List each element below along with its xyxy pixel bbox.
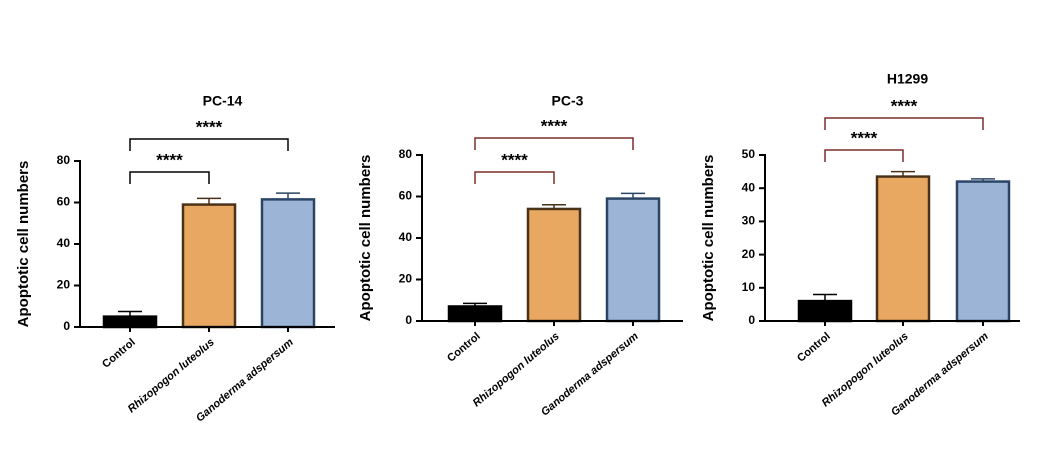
y-axis-label: Apoptotic cell numbers — [15, 161, 32, 328]
significance-label: **** — [501, 150, 528, 169]
y-tick-label: 10 — [742, 280, 756, 294]
x-tick-label: Rhizopogon luteolus — [820, 330, 911, 409]
y-tick-label: 30 — [742, 214, 756, 228]
x-tick-label: Control — [795, 330, 833, 364]
x-tick-label: Rhizopogon luteolus — [471, 330, 562, 409]
significance-label: **** — [851, 128, 878, 147]
y-tick-label: 20 — [742, 247, 756, 261]
bar — [260, 198, 316, 329]
y-tick-label: 60 — [399, 189, 413, 203]
y-tick-label: 40 — [57, 236, 71, 250]
y-tick-label: 0 — [405, 313, 412, 327]
y-tick-label: 80 — [399, 147, 413, 161]
y-tick-label: 50 — [742, 147, 756, 161]
bar — [605, 197, 661, 323]
bar — [875, 175, 931, 323]
chart-title: PC-14 — [203, 93, 243, 109]
y-tick-label: 60 — [57, 195, 71, 209]
bar — [526, 207, 582, 323]
y-tick-label: 40 — [742, 180, 756, 194]
y-axis-label: Apoptotic cell numbers — [357, 155, 374, 322]
significance-bracket — [474, 137, 634, 150]
x-tick-label: Rhizopogon luteolus — [126, 336, 217, 415]
y-tick-label: 0 — [748, 313, 755, 327]
y-tick-label: 80 — [57, 153, 71, 167]
x-tick-label: Control — [445, 330, 483, 364]
bar — [102, 315, 158, 329]
bar — [955, 180, 1011, 323]
significance-bracket — [474, 171, 555, 184]
x-tick-label: Control — [100, 336, 138, 370]
y-tick-label: 0 — [63, 319, 70, 333]
y-tick-label: 20 — [399, 272, 413, 286]
chart-title: PC-3 — [552, 93, 584, 109]
significance-bracket — [824, 149, 904, 162]
bar — [797, 299, 853, 323]
bar — [447, 305, 503, 323]
significance-bracket — [129, 171, 210, 184]
significance-label: **** — [196, 117, 223, 136]
y-axis-label: Apoptotic cell numbers — [700, 155, 717, 322]
y-tick-label: 20 — [57, 278, 71, 292]
significance-label: **** — [156, 150, 183, 169]
significance-label: **** — [541, 116, 568, 135]
y-tick-label: 40 — [399, 230, 413, 244]
significance-bracket — [129, 138, 289, 151]
significance-label: **** — [891, 96, 918, 115]
significance-bracket — [824, 117, 984, 130]
bar — [181, 203, 237, 329]
chart-title: H1299 — [887, 71, 928, 87]
